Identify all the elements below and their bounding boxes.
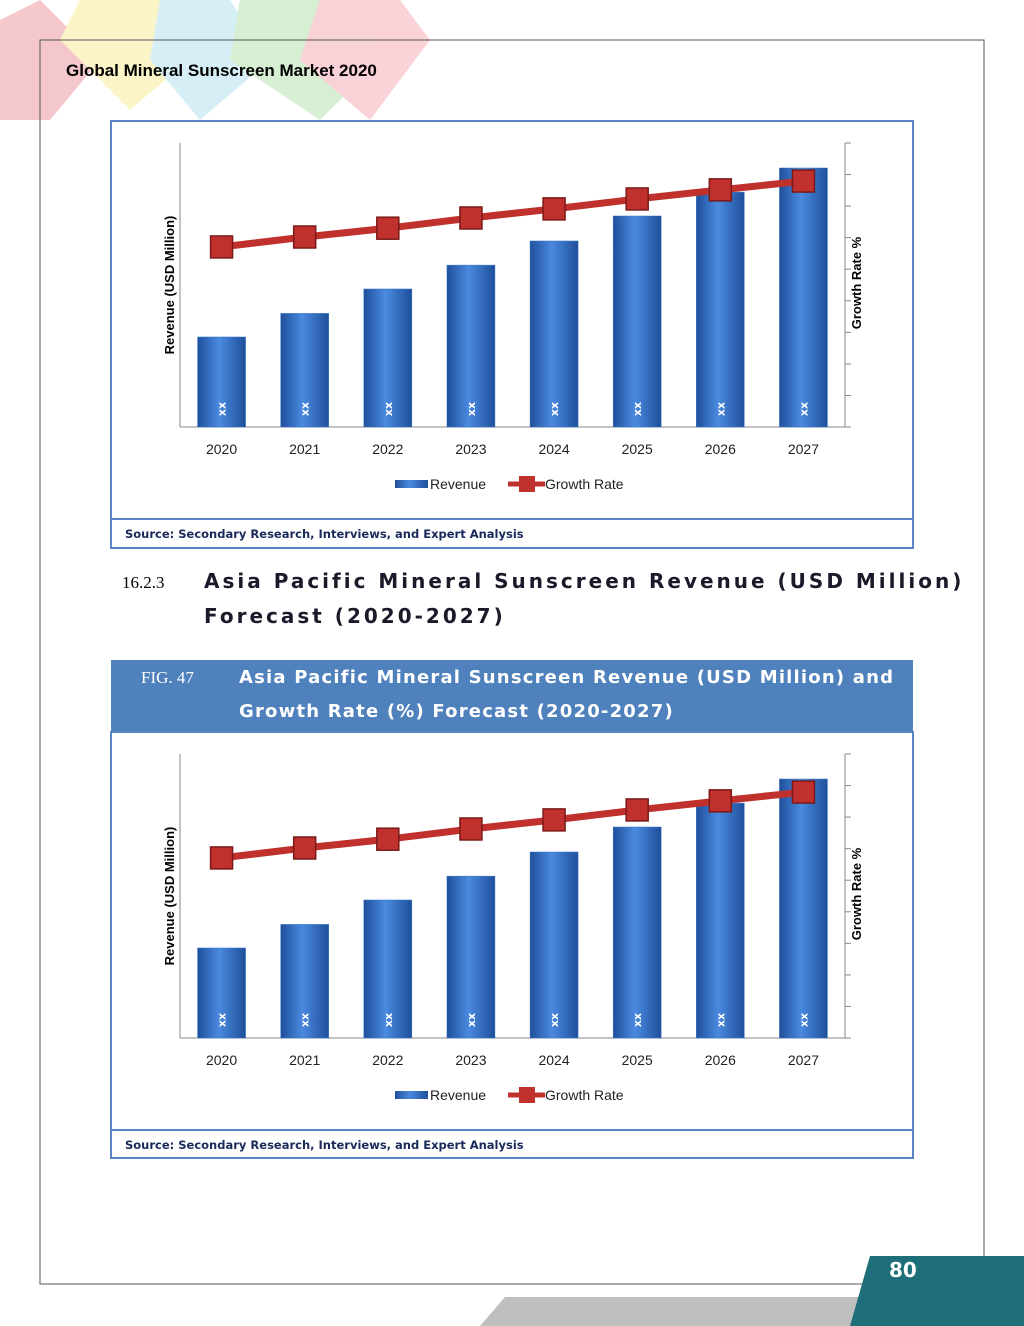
section-title: Asia Pacific Mineral Sunscreen Revenue (… <box>204 569 964 593</box>
value-label: xx <box>548 1013 561 1027</box>
growth-marker <box>459 206 483 230</box>
growth-marker <box>209 235 234 259</box>
bar <box>280 313 329 428</box>
figure-caption: Asia Pacific Mineral Sunscreen Revenue (… <box>239 667 894 688</box>
bar <box>446 875 496 1039</box>
source-note: Source: Secondary Research, Interviews, … <box>125 1138 524 1152</box>
x-tick-label: 2023 <box>455 1052 486 1068</box>
value-label: xx <box>216 402 229 416</box>
bar <box>529 240 579 428</box>
bar <box>363 288 413 428</box>
footer-band <box>480 1297 875 1326</box>
growth-line <box>221 788 804 862</box>
x-tick-label: 2022 <box>372 441 403 457</box>
bar <box>197 336 246 428</box>
header-title: Global Mineral Sunscreen Market 2020 <box>66 61 377 80</box>
x-tick-label: 2020 <box>206 441 237 457</box>
bar <box>446 264 496 428</box>
x-tick-label: 2027 <box>788 441 819 457</box>
figure-caption: Growth Rate (%) Forecast (2020-2027) <box>239 701 674 722</box>
value-label: xx <box>465 1013 478 1027</box>
legend-swatch <box>519 476 535 492</box>
value-label: xx <box>299 1013 312 1027</box>
section-number: 16.2.3 <box>122 573 165 592</box>
growth-marker <box>708 178 733 202</box>
legend-swatch <box>519 1087 535 1103</box>
value-label: xx <box>714 1013 727 1027</box>
value-label: xx <box>216 1013 229 1027</box>
x-tick-label: 2026 <box>705 441 736 457</box>
x-tick-label: 2023 <box>455 441 486 457</box>
growth-marker <box>376 827 400 851</box>
figure-header <box>111 660 913 732</box>
bar <box>197 947 246 1039</box>
value-label: xx <box>382 1013 395 1027</box>
growth-marker <box>459 817 483 841</box>
x-tick-label: 2021 <box>289 1052 320 1068</box>
value-label: xx <box>631 402 644 416</box>
growth-marker <box>292 225 317 249</box>
legend-label: Growth Rate <box>545 476 624 492</box>
y2-axis-label: Growth Rate % <box>849 236 864 329</box>
growth-marker <box>209 846 234 870</box>
growth-marker <box>708 789 733 813</box>
page-number: 80 <box>889 1258 917 1282</box>
x-tick-label: 2025 <box>622 441 653 457</box>
bar <box>280 924 329 1039</box>
bar <box>529 851 579 1039</box>
bar <box>779 167 828 428</box>
bar <box>612 215 662 428</box>
growth-line <box>221 177 804 251</box>
growth-marker <box>542 808 566 832</box>
x-tick-label: 2026 <box>705 1052 736 1068</box>
value-label: xx <box>465 402 478 416</box>
y-axis-label: Revenue (USD Million) <box>162 827 177 966</box>
x-tick-label: 2020 <box>206 1052 237 1068</box>
page-border <box>39 39 985 1285</box>
x-tick-label: 2022 <box>372 1052 403 1068</box>
value-label: xx <box>631 1013 644 1027</box>
value-label: xx <box>714 402 727 416</box>
bar <box>779 778 828 1039</box>
figure-label: FIG. 47 <box>141 668 194 687</box>
x-tick-label: 2021 <box>289 441 320 457</box>
growth-marker <box>376 216 400 240</box>
y-axis-label: Revenue (USD Million) <box>162 216 177 355</box>
value-label: xx <box>299 402 312 416</box>
growth-marker <box>791 780 816 804</box>
section-title: Forecast (2020-2027) <box>204 604 506 628</box>
legend-label: Growth Rate <box>545 1087 624 1103</box>
value-label: xx <box>797 1013 810 1027</box>
bar <box>696 191 745 428</box>
y2-axis-label: Growth Rate % <box>849 847 864 940</box>
legend-label: Revenue <box>430 476 486 492</box>
header-decoration <box>0 0 430 120</box>
growth-marker <box>791 169 816 193</box>
source-note: Source: Secondary Research, Interviews, … <box>125 527 524 541</box>
bar <box>363 899 413 1039</box>
x-tick-label: 2024 <box>538 441 569 457</box>
value-label: xx <box>548 402 561 416</box>
value-label: xx <box>797 402 810 416</box>
x-tick-label: 2024 <box>538 1052 569 1068</box>
page-number-box <box>850 1256 1024 1326</box>
bar <box>612 826 662 1039</box>
growth-marker <box>625 187 649 211</box>
x-tick-label: 2027 <box>788 1052 819 1068</box>
bar <box>696 802 745 1039</box>
growth-marker <box>625 798 649 822</box>
value-label: xx <box>382 402 395 416</box>
legend-label: Revenue <box>430 1087 486 1103</box>
legend-swatch <box>395 1091 428 1099</box>
legend-swatch <box>395 480 428 488</box>
growth-marker <box>292 836 317 860</box>
x-tick-label: 2025 <box>622 1052 653 1068</box>
growth-marker <box>542 197 566 221</box>
